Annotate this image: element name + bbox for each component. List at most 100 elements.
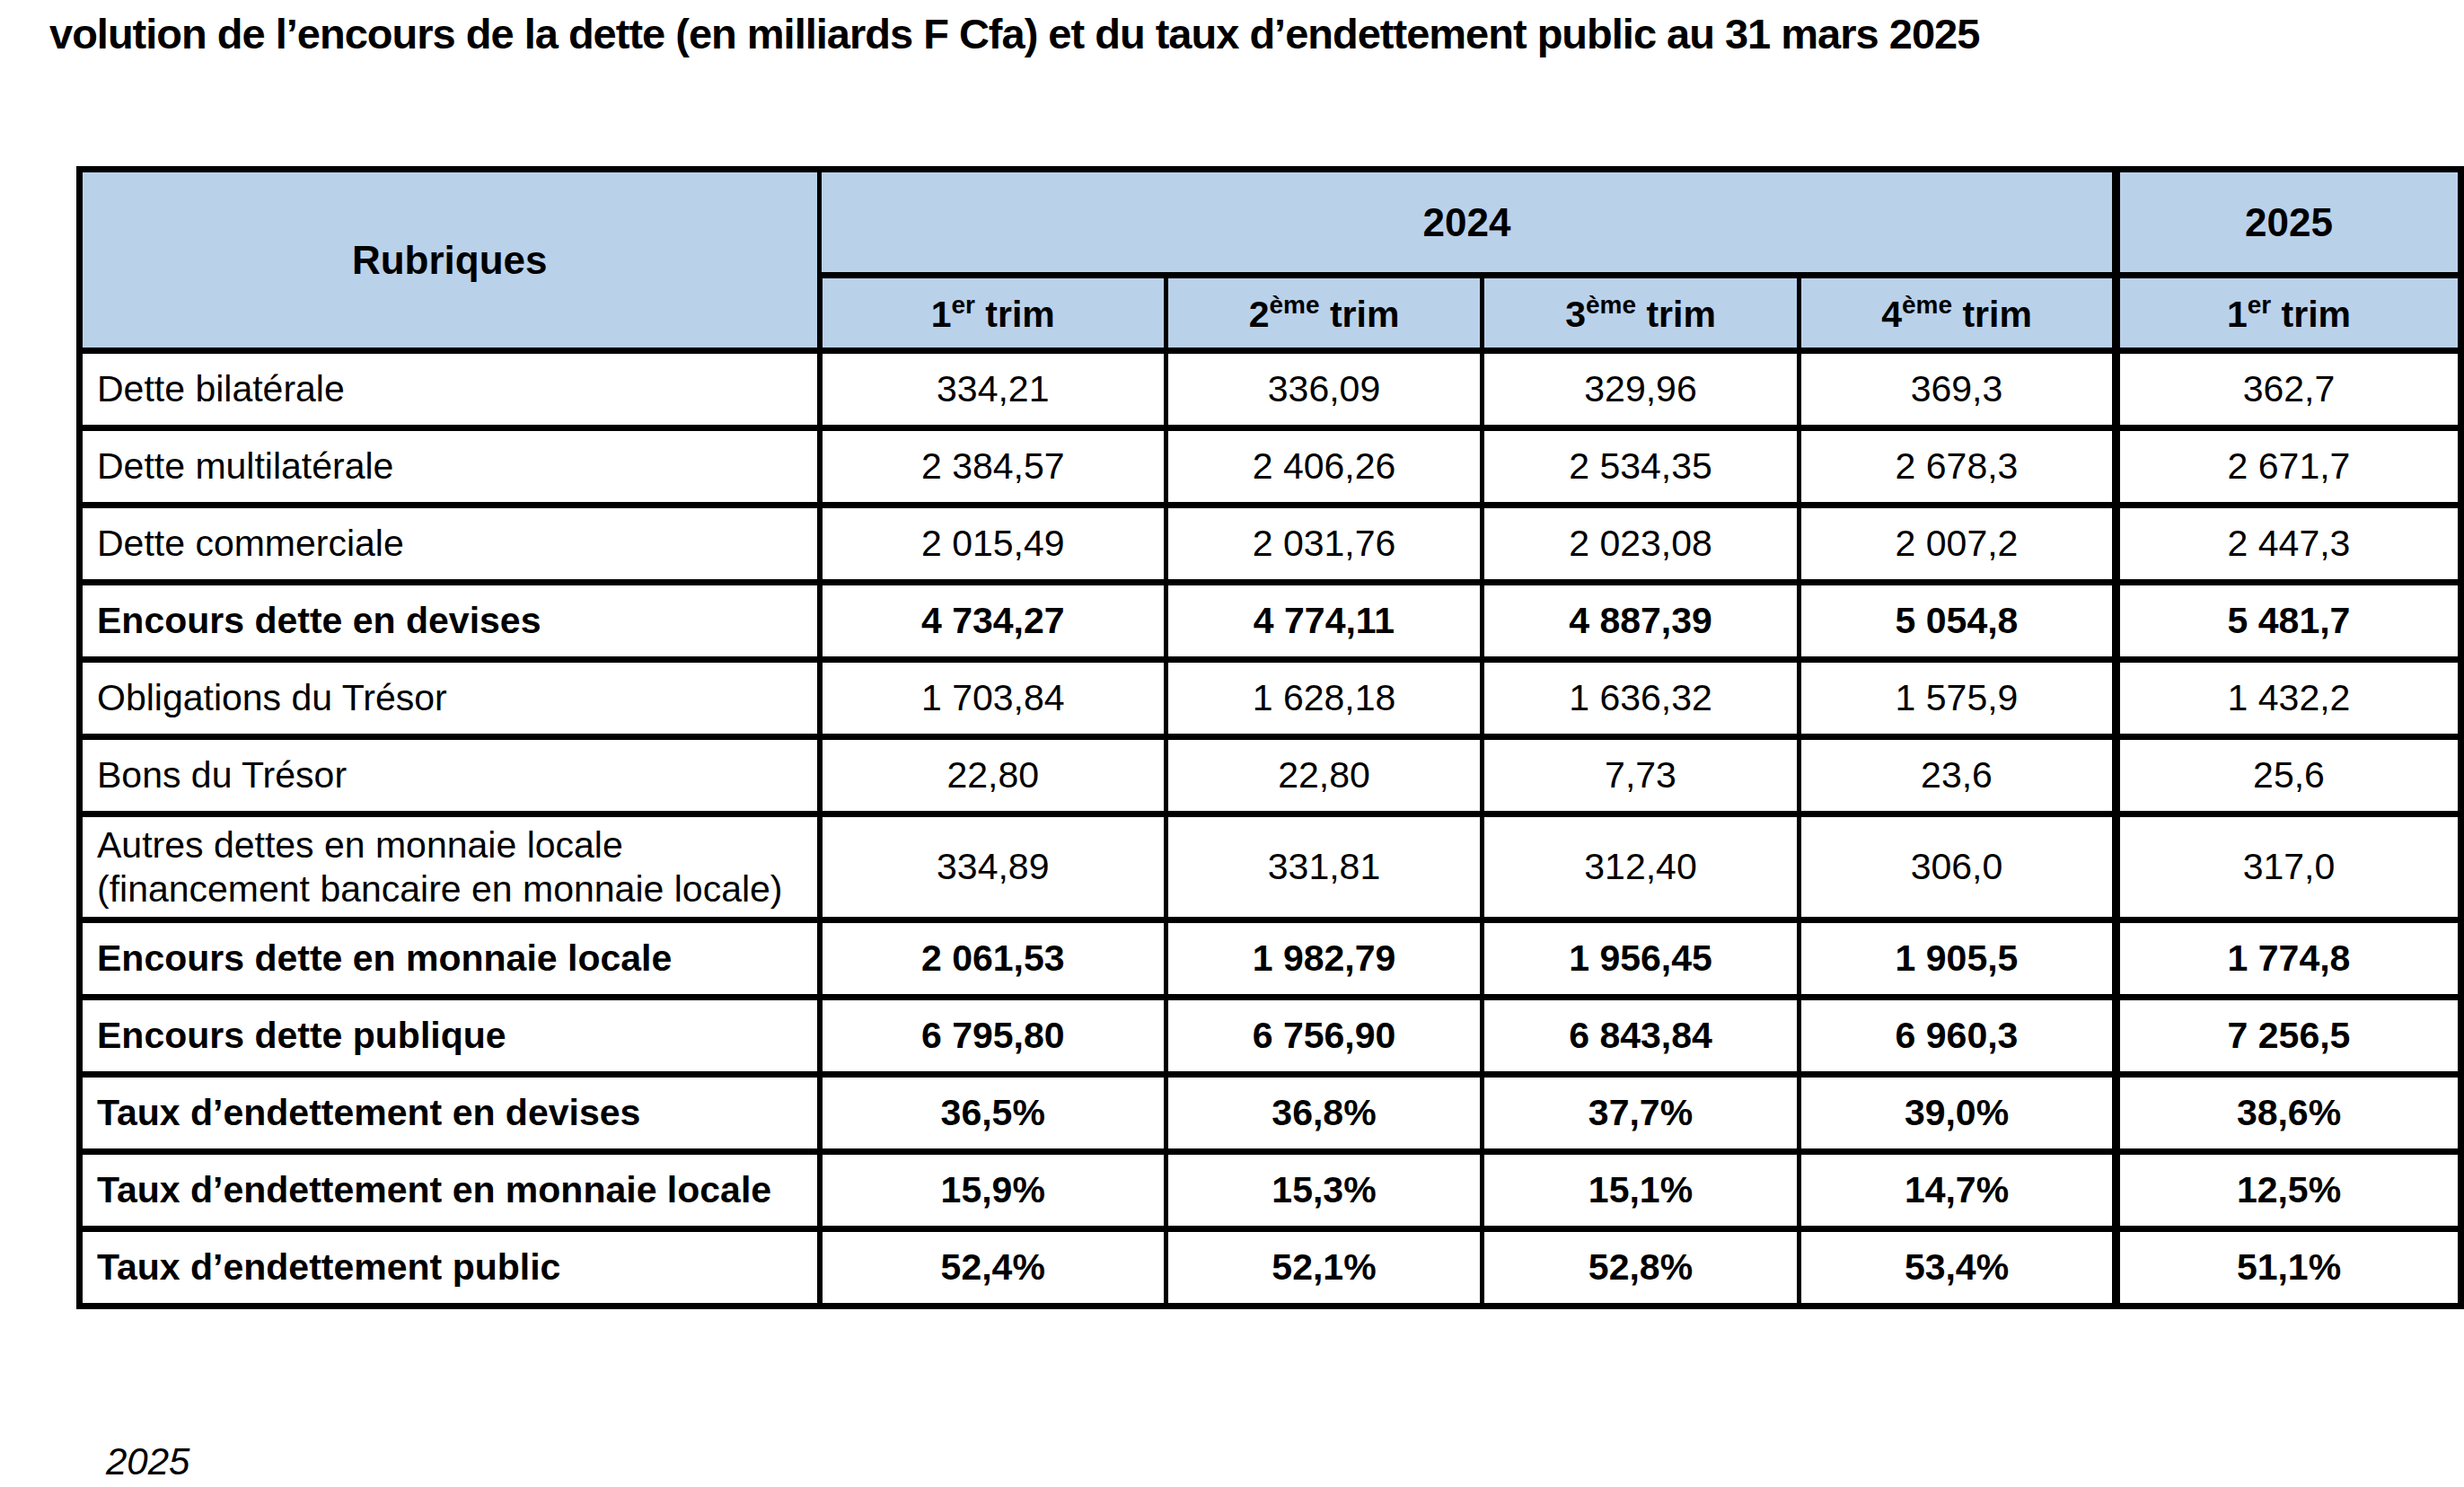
cell-value: 334,89 xyxy=(820,814,1166,920)
cell-value: 2 384,57 xyxy=(820,428,1166,506)
header-year-2025: 2025 xyxy=(2116,170,2461,276)
footnote-year: 2025 xyxy=(106,1440,189,1483)
row-label: Dette bilatérale xyxy=(80,351,820,428)
cell-value: 15,3% xyxy=(1166,1152,1483,1229)
row-label: Dette commerciale xyxy=(80,506,820,583)
row-label: Encours dette publique xyxy=(80,998,820,1075)
cell-value: 331,81 xyxy=(1166,814,1483,920)
cell-value: 1 905,5 xyxy=(1800,920,2116,998)
header-quarter-2024-q4: 4ème trim xyxy=(1800,276,2116,351)
table-row: Obligations du Trésor1 703,841 628,181 6… xyxy=(80,660,2461,737)
quarter-ordinal-suffix: ème xyxy=(1269,291,1319,319)
cell-value: 2 007,2 xyxy=(1800,506,2116,583)
cell-value: 1 703,84 xyxy=(820,660,1166,737)
row-label: Autres dettes en monnaie locale (finance… xyxy=(80,814,820,920)
cell-value: 38,6% xyxy=(2116,1075,2461,1152)
cell-value: 312,40 xyxy=(1483,814,1800,920)
table-row: Dette commerciale2 015,492 031,762 023,0… xyxy=(80,506,2461,583)
cell-value: 2 061,53 xyxy=(820,920,1166,998)
quarter-word: trim xyxy=(975,293,1055,334)
header-rubriques: Rubriques xyxy=(80,170,820,351)
cell-value: 336,09 xyxy=(1166,351,1483,428)
cell-value: 15,9% xyxy=(820,1152,1166,1229)
quarter-ordinal-suffix: ème xyxy=(1586,291,1636,319)
table-body: Dette bilatérale334,21336,09329,96369,33… xyxy=(80,351,2461,1307)
row-label: Bons du Trésor xyxy=(80,737,820,814)
cell-value: 4 887,39 xyxy=(1483,583,1800,660)
header-quarter-2024-q1: 1er trim xyxy=(820,276,1166,351)
cell-value: 5 481,7 xyxy=(2116,583,2461,660)
table-row: Autres dettes en monnaie locale (finance… xyxy=(80,814,2461,920)
quarter-word: trim xyxy=(2271,293,2351,334)
cell-value: 37,7% xyxy=(1483,1075,1800,1152)
cell-value: 5 054,8 xyxy=(1800,583,2116,660)
cell-value: 39,0% xyxy=(1800,1075,2116,1152)
debt-table: Rubriques 2024 2025 1er trim 2ème trim 3… xyxy=(76,166,2464,1309)
quarter-word: trim xyxy=(1952,293,2032,334)
cell-value: 23,6 xyxy=(1800,737,2116,814)
cell-value: 6 795,80 xyxy=(820,998,1166,1075)
cell-value: 36,5% xyxy=(820,1075,1166,1152)
table-row: Encours dette publique6 795,806 756,906 … xyxy=(80,998,2461,1075)
cell-value: 2 678,3 xyxy=(1800,428,2116,506)
quarter-number: 1 xyxy=(2227,293,2248,334)
cell-value: 369,3 xyxy=(1800,351,2116,428)
table-row: Taux d’endettement en devises36,5%36,8%3… xyxy=(80,1075,2461,1152)
cell-value: 329,96 xyxy=(1483,351,1800,428)
header-quarter-2024-q3: 3ème trim xyxy=(1483,276,1800,351)
quarter-word: trim xyxy=(1636,293,1716,334)
cell-value: 22,80 xyxy=(820,737,1166,814)
cell-value: 6 756,90 xyxy=(1166,998,1483,1075)
page-title: volution de l’encours de la dette (en mi… xyxy=(49,9,1979,58)
cell-value: 2 023,08 xyxy=(1483,506,1800,583)
table-row: Bons du Trésor22,8022,807,7323,625,6 xyxy=(80,737,2461,814)
cell-value: 22,80 xyxy=(1166,737,1483,814)
cell-value: 12,5% xyxy=(2116,1152,2461,1229)
table-header-year-row: Rubriques 2024 2025 xyxy=(80,170,2461,276)
cell-value: 1 982,79 xyxy=(1166,920,1483,998)
cell-value: 1 575,9 xyxy=(1800,660,2116,737)
cell-value: 4 734,27 xyxy=(820,583,1166,660)
cell-value: 6 843,84 xyxy=(1483,998,1800,1075)
row-label: Dette multilatérale xyxy=(80,428,820,506)
cell-value: 2 447,3 xyxy=(2116,506,2461,583)
cell-value: 2 534,35 xyxy=(1483,428,1800,506)
cell-value: 53,4% xyxy=(1800,1229,2116,1307)
quarter-number: 2 xyxy=(1249,293,1270,334)
quarter-word: trim xyxy=(1320,293,1400,334)
row-label: Taux d’endettement en monnaie locale xyxy=(80,1152,820,1229)
table-row: Encours dette en monnaie locale2 061,531… xyxy=(80,920,2461,998)
row-label: Encours dette en devises xyxy=(80,583,820,660)
cell-value: 15,1% xyxy=(1483,1152,1800,1229)
cell-value: 7,73 xyxy=(1483,737,1800,814)
cell-value: 25,6 xyxy=(2116,737,2461,814)
cell-value: 1 956,45 xyxy=(1483,920,1800,998)
table-row: Dette multilatérale2 384,572 406,262 534… xyxy=(80,428,2461,506)
table-row: Encours dette en devises4 734,274 774,11… xyxy=(80,583,2461,660)
quarter-number: 4 xyxy=(1881,293,1902,334)
cell-value: 1 774,8 xyxy=(2116,920,2461,998)
row-label: Obligations du Trésor xyxy=(80,660,820,737)
quarter-number: 1 xyxy=(931,293,952,334)
cell-value: 306,0 xyxy=(1800,814,2116,920)
header-quarter-2024-q2: 2ème trim xyxy=(1166,276,1483,351)
quarter-number: 3 xyxy=(1565,293,1586,334)
header-quarter-2025-q1: 1er trim xyxy=(2116,276,2461,351)
cell-value: 51,1% xyxy=(2116,1229,2461,1307)
header-year-2024: 2024 xyxy=(820,170,2116,276)
cell-value: 36,8% xyxy=(1166,1075,1483,1152)
quarter-ordinal-suffix: ème xyxy=(1902,291,1952,319)
quarter-ordinal-suffix: er xyxy=(2248,291,2271,319)
cell-value: 4 774,11 xyxy=(1166,583,1483,660)
cell-value: 1 628,18 xyxy=(1166,660,1483,737)
cell-value: 2 406,26 xyxy=(1166,428,1483,506)
cell-value: 52,4% xyxy=(820,1229,1166,1307)
row-label: Taux d’endettement en devises xyxy=(80,1075,820,1152)
cell-value: 14,7% xyxy=(1800,1152,2116,1229)
cell-value: 2 015,49 xyxy=(820,506,1166,583)
cell-value: 2 671,7 xyxy=(2116,428,2461,506)
cell-value: 362,7 xyxy=(2116,351,2461,428)
cell-value: 52,1% xyxy=(1166,1229,1483,1307)
table-row: Dette bilatérale334,21336,09329,96369,33… xyxy=(80,351,2461,428)
cell-value: 1 636,32 xyxy=(1483,660,1800,737)
